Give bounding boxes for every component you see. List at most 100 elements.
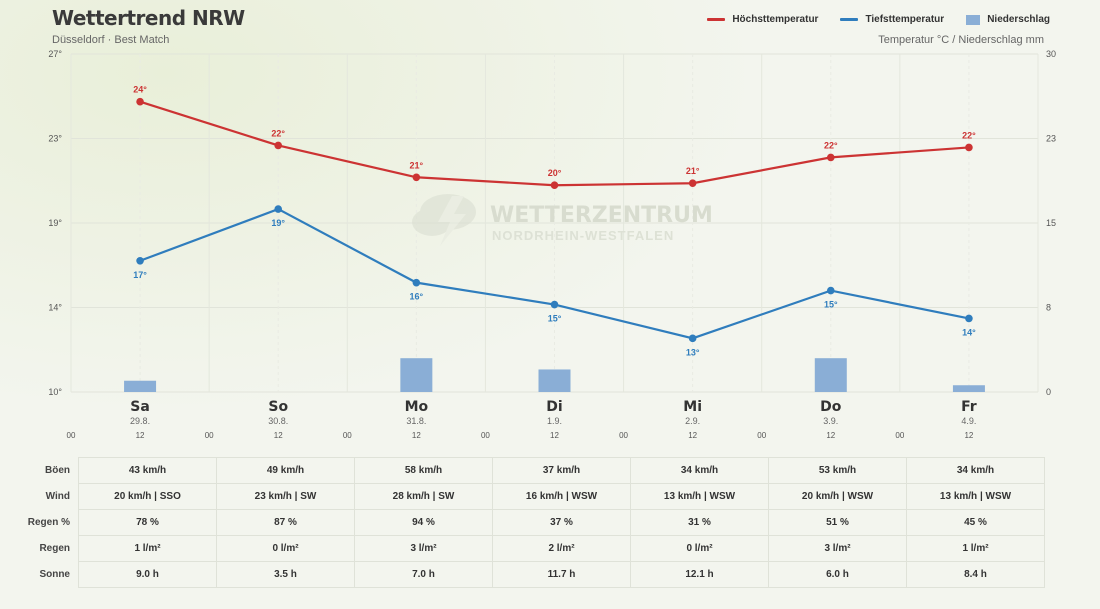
label-high-temp: 22° <box>824 140 838 150</box>
table-cell: 87 % <box>216 509 355 536</box>
table-cell: 0 l/m² <box>216 535 355 562</box>
table-cell: 34 km/h <box>630 457 769 484</box>
table-cell: 3 l/m² <box>768 535 907 562</box>
table-row: Sonne 9.0 h 3.5 h 7.0 h 11.7 h 12.1 h 6.0 h 8.4… <box>0 561 1045 588</box>
table-cell: 3 l/m² <box>354 535 493 562</box>
point-low-temp[interactable] <box>550 300 559 309</box>
point-high-temp[interactable] <box>826 153 835 162</box>
temperature-lines: 24° 22° 21° 20° 21° 22° 22° 17° 19° 16° 15° 13° 15° 1… <box>133 85 976 358</box>
y-tick-left: 14° <box>48 303 62 313</box>
x-day-label: Mo <box>405 399 429 415</box>
table-cell: 37 km/h <box>492 457 631 484</box>
x-day-label: Di <box>546 399 562 415</box>
table-cell: 20 km/h | WSW <box>768 483 907 510</box>
table-cell: 2 l/m² <box>492 535 631 562</box>
point-high-temp[interactable] <box>550 181 559 190</box>
page-subtitle: Düsseldorf · Best Match <box>52 34 170 46</box>
legend-item-precip[interactable]: Niederschlag <box>966 14 1050 25</box>
chart-grid <box>70 53 1039 393</box>
point-high-temp[interactable] <box>688 179 697 188</box>
x-hour-label: 12 <box>136 431 145 440</box>
watermark-line2: NORDRHEIN-WESTFALEN <box>492 228 674 243</box>
page-title: Wettertrend NRW <box>52 6 245 30</box>
x-day-label: Sa <box>130 399 150 415</box>
table-cell: 20 km/h | SSO <box>78 483 217 510</box>
y-tick-left: 10° <box>48 387 62 397</box>
y-tick-left: 27° <box>48 49 62 59</box>
point-low-temp[interactable] <box>965 314 973 323</box>
legend-item-low[interactable]: Tiefsttemperatur <box>840 14 944 25</box>
legend-swatch-low <box>840 18 859 21</box>
table-cell: 37 % <box>492 509 631 536</box>
point-high-temp[interactable] <box>274 141 283 150</box>
table-cell: 13 km/h | WSW <box>630 483 769 510</box>
storm-logo-icon <box>412 194 476 246</box>
table-cell: 13 km/h | WSW <box>906 483 1045 510</box>
table-cell: 58 km/h <box>354 457 493 484</box>
table-cell: 78 % <box>78 509 217 536</box>
table-cell: 51 % <box>768 509 907 536</box>
point-high-temp[interactable] <box>965 143 973 152</box>
point-high-temp[interactable] <box>136 97 144 106</box>
x-hour-label: 12 <box>826 431 835 440</box>
table-cell: 3.5 h <box>216 561 355 588</box>
label-high-temp: 21° <box>686 166 700 176</box>
table-cell: 16 km/h | WSW <box>492 483 631 510</box>
point-low-temp[interactable] <box>826 286 835 295</box>
legend-label-precip: Niederschlag <box>987 14 1050 25</box>
table-cell: 31 % <box>630 509 769 536</box>
table-row: Regen % 78 % 87 % 94 % 37 % 31 % 51 % 45 % <box>0 509 1045 536</box>
label-low-temp: 14° <box>962 327 976 337</box>
x-hour-label: 00 <box>619 431 628 440</box>
y-tick-right: 8 <box>1046 303 1051 313</box>
label-low-temp: 15° <box>548 314 562 324</box>
x-hour-label: 00 <box>757 431 766 440</box>
table-cell: 94 % <box>354 509 493 536</box>
label-high-temp: 22° <box>962 130 976 140</box>
label-low-temp: 16° <box>410 292 424 302</box>
x-date-label: 29.8. <box>130 416 150 426</box>
y-tick-left: 19° <box>48 218 62 228</box>
precip-bar[interactable] <box>538 369 571 392</box>
table-row-label: Wind <box>45 491 70 502</box>
axis-units-label: Temperatur °C / Niederschlag mm <box>878 34 1044 46</box>
x-hour-label: 12 <box>964 431 973 440</box>
table-cell: 9.0 h <box>78 561 217 588</box>
x-day-label: Do <box>820 399 842 415</box>
legend-label-high: Höchsttemperatur <box>732 14 819 25</box>
watermark: WETTERZENTRUM NORDRHEIN-WESTFALEN <box>412 194 713 246</box>
y-tick-left: 23° <box>48 134 62 144</box>
legend-item-high[interactable]: Höchsttemperatur <box>707 14 818 25</box>
point-low-temp[interactable] <box>688 334 697 343</box>
table-cell: 34 km/h <box>906 457 1045 484</box>
table-row: Böen 43 km/h 49 km/h 58 km/h 37 km/h 34 km/h 5… <box>0 457 1045 484</box>
label-low-temp: 19° <box>271 218 285 228</box>
table-row-label: Regen % <box>27 517 70 528</box>
label-low-temp: 17° <box>133 270 147 280</box>
precip-bar[interactable] <box>400 358 433 392</box>
legend-swatch-high <box>707 18 726 21</box>
table-cell: 49 km/h <box>216 457 355 484</box>
x-date-label: 3.9. <box>823 416 838 426</box>
x-date-label: 31.8. <box>406 416 426 426</box>
point-low-temp[interactable] <box>412 278 421 287</box>
watermark-line1: WETTERZENTRUM <box>490 203 713 228</box>
x-day-label: Mi <box>683 399 702 415</box>
table-cell: 11.7 h <box>492 561 631 588</box>
precip-bar[interactable] <box>814 358 847 392</box>
chart-legend: Höchsttemperatur Tiefsttemperatur Nieder… <box>707 14 1050 25</box>
y-axis-ticks: 27° 23° 19° 14° 10° 30 23 15 8 0 <box>48 49 1056 397</box>
point-low-temp[interactable] <box>274 205 283 213</box>
x-hour-label: 00 <box>205 431 214 440</box>
point-low-temp[interactable] <box>136 256 144 265</box>
x-hour-label: 12 <box>688 431 697 440</box>
x-hour-label: 00 <box>481 431 490 440</box>
table-cell: 23 km/h | SW <box>216 483 355 510</box>
x-hour-label: 00 <box>67 431 76 440</box>
legend-swatch-precip <box>966 14 981 25</box>
label-high-temp: 22° <box>271 128 285 138</box>
point-high-temp[interactable] <box>412 173 421 182</box>
weather-chart: WETTERZENTRUM NORDRHEIN-WESTFALEN 24° 22°… <box>48 49 1056 440</box>
precip-bar[interactable] <box>952 385 985 392</box>
precip-bar[interactable] <box>124 380 157 392</box>
